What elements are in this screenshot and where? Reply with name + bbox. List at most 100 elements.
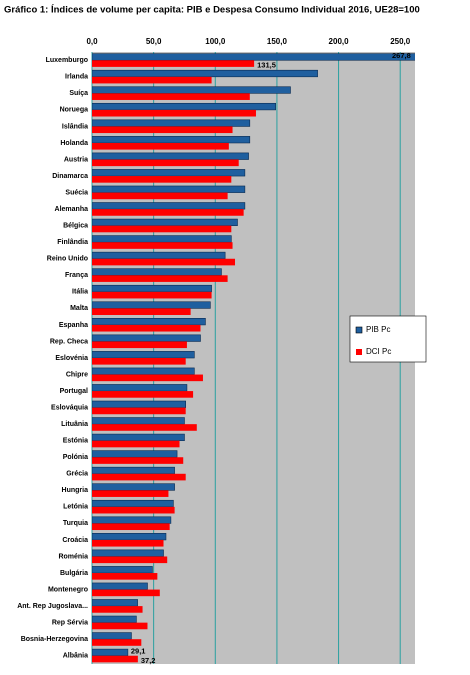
- y-tick-label: Letónia: [63, 504, 88, 511]
- bar: [92, 556, 168, 564]
- y-tick-label: Bulgária: [60, 570, 88, 577]
- y-tick-label: Suécia: [65, 189, 88, 196]
- bar: [92, 358, 186, 365]
- legend-swatch: [355, 326, 363, 334]
- bar: [92, 126, 233, 134]
- bar: [92, 523, 170, 531]
- bar: [92, 417, 185, 425]
- bar: [92, 549, 164, 557]
- y-tick-label: Bosnia-Herzegovina: [21, 636, 88, 643]
- bar: [92, 251, 226, 260]
- bars: [92, 53, 415, 663]
- bar: [92, 86, 291, 94]
- y-tick-label: Polónia: [63, 454, 88, 461]
- y-tick-label: Ant. Rep Jugoslava...: [17, 603, 88, 610]
- bar: [92, 367, 195, 375]
- bar: [92, 351, 195, 359]
- data-label: 131,5: [257, 61, 276, 70]
- bar: [92, 539, 164, 547]
- bar: [92, 334, 201, 342]
- bar: [92, 516, 172, 524]
- bar: [92, 258, 236, 266]
- y-tick-label: Roménia: [58, 553, 88, 560]
- bar: [92, 218, 238, 226]
- bar: [92, 284, 212, 293]
- y-tick-label: Chipre: [66, 371, 88, 378]
- bar: [92, 185, 246, 193]
- bar: [92, 268, 222, 276]
- y-tick-label: Reino Unido: [47, 256, 88, 263]
- data-label: 29,1: [131, 646, 146, 655]
- bar: [92, 483, 175, 491]
- bar: [92, 589, 160, 597]
- y-tick-label: Alemanha: [55, 206, 89, 213]
- bar: [92, 159, 239, 167]
- bar: [92, 622, 148, 630]
- y-tick-label: Finlândia: [57, 239, 88, 246]
- bar: [92, 440, 180, 448]
- bar: [92, 53, 415, 61]
- chart-title: Gráfico 1: Índices de volume per capita:…: [4, 5, 420, 16]
- y-tick-label: Suíça: [69, 90, 88, 97]
- y-tick-label: Noruega: [60, 107, 89, 114]
- legend-label: PIB Pc: [366, 325, 390, 334]
- bar: [92, 308, 191, 315]
- y-tick-label: Hungria: [62, 487, 89, 494]
- bar: [92, 450, 178, 458]
- bar: [92, 176, 232, 183]
- y-tick-label: Itália: [72, 289, 88, 296]
- x-tick-label: 0,0: [86, 37, 98, 46]
- y-tick-label: Lituânia: [61, 421, 88, 428]
- x-tick-label: 250,0: [390, 37, 411, 46]
- bar: [92, 275, 228, 282]
- bar: [92, 69, 318, 78]
- bar: [92, 506, 175, 514]
- bar: [92, 152, 249, 160]
- y-tick-label: Rep. Checa: [50, 338, 88, 345]
- bar: [92, 119, 251, 127]
- x-tick-label: 150,0: [267, 37, 288, 46]
- bar: [92, 566, 153, 574]
- bar: [92, 235, 232, 243]
- y-tick-label: Turquia: [63, 520, 88, 527]
- bar: [92, 76, 212, 84]
- y-tick-label: Estónia: [63, 438, 88, 445]
- bar: [92, 60, 255, 67]
- y-tick-label: França: [65, 272, 88, 279]
- y-tick-label: Albânia: [63, 653, 88, 660]
- y-tick-label: Bélgica: [63, 223, 88, 230]
- y-tick-label: Rep Sérvia: [52, 619, 88, 626]
- y-tick-label: Holanda: [60, 140, 88, 147]
- bar: [92, 291, 212, 299]
- legend-label: DCI Pc: [366, 347, 391, 356]
- bar: [92, 192, 228, 200]
- bar: [92, 615, 137, 623]
- bar: [92, 142, 229, 150]
- bar: [92, 606, 143, 613]
- bar: [92, 391, 194, 398]
- y-tick-label: Dinamarca: [52, 173, 88, 180]
- legend-box: [349, 315, 427, 363]
- bar: [92, 473, 186, 481]
- data-label: 37,2: [141, 656, 156, 665]
- bar: [92, 374, 203, 382]
- bar: [92, 573, 158, 580]
- y-tick-label: Espanha: [59, 322, 88, 329]
- y-tick-label: Irlanda: [65, 74, 88, 81]
- bar: [92, 301, 211, 309]
- bar: [92, 655, 138, 663]
- y-tick-label: Portugal: [60, 388, 88, 395]
- y-tick-label: Eslovénia: [55, 355, 88, 362]
- bar: [92, 424, 197, 431]
- y-tick-label: Croácia: [62, 537, 88, 544]
- bar: [92, 648, 129, 657]
- bar: [92, 466, 175, 475]
- bar: [92, 318, 206, 326]
- y-tick-label: Malta: [70, 305, 88, 312]
- bar: [92, 407, 186, 415]
- bar: [92, 632, 132, 640]
- bar: [92, 225, 232, 233]
- bar: [92, 384, 188, 392]
- bar: [92, 136, 251, 144]
